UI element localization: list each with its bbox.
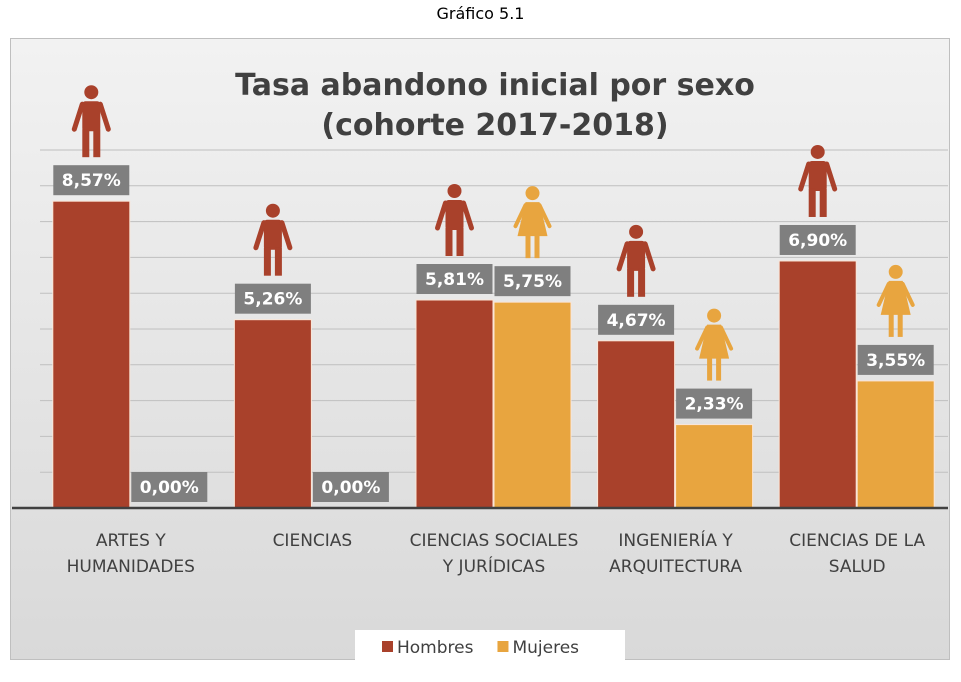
value-label: 5,75%	[503, 272, 562, 292]
bar	[675, 424, 754, 509]
icon-leg	[525, 234, 531, 259]
icon-arm	[435, 200, 448, 231]
man-icon	[253, 203, 293, 276]
bar	[52, 200, 131, 509]
legend-swatch	[382, 641, 393, 652]
icon-arm	[616, 241, 630, 272]
woman-icon	[876, 264, 915, 337]
icon-head	[84, 85, 99, 100]
value-label-box	[494, 266, 571, 297]
icon-leg	[888, 312, 894, 337]
bar	[493, 301, 572, 509]
icon-leg	[263, 247, 271, 276]
value-label-box	[53, 165, 130, 196]
value-label: 5,81%	[425, 270, 484, 290]
icon-head	[629, 224, 644, 239]
value-label-box	[598, 304, 675, 335]
value-label-box	[234, 283, 311, 314]
icon-leg	[638, 268, 646, 297]
value-label: 8,57%	[62, 171, 121, 191]
icon-dress	[699, 324, 730, 359]
icon-head	[525, 186, 540, 201]
icon-body	[82, 101, 101, 132]
man-icon	[435, 184, 474, 257]
icon-arm	[642, 241, 656, 272]
icon-leg	[445, 228, 453, 257]
value-label-box	[416, 264, 493, 295]
man-icon	[798, 144, 838, 217]
icon-leg	[456, 228, 464, 257]
woman-icon	[695, 308, 734, 381]
bar	[597, 340, 676, 509]
x-tick-label: INGENIERÍA Y ARQUITECTURA	[609, 531, 743, 577]
icon-body	[445, 200, 464, 231]
icon-head	[265, 203, 280, 218]
icon-arm	[876, 281, 891, 307]
value-label: 6,90%	[788, 231, 847, 251]
legend-box	[355, 630, 625, 664]
icon-leg	[274, 247, 282, 276]
icon-leg	[897, 312, 903, 337]
icon-arm	[513, 203, 528, 229]
legend-label: Mujeres	[512, 638, 579, 658]
icon-leg	[82, 129, 90, 158]
icon-arm	[798, 161, 812, 192]
icon-leg	[716, 356, 722, 381]
x-tick-label: CIENCIAS	[272, 531, 353, 551]
icon-body	[808, 160, 827, 191]
icon-dress	[517, 202, 548, 237]
icon-dress	[880, 280, 911, 315]
value-label: 5,26%	[243, 290, 302, 310]
icon-arm	[537, 203, 552, 229]
value-label-box	[676, 388, 753, 419]
icon-body	[263, 219, 282, 250]
bar	[856, 380, 935, 509]
icon-arm	[279, 220, 293, 251]
value-label-box	[131, 472, 208, 502]
value-label-box	[779, 224, 856, 255]
icon-arm	[461, 200, 474, 231]
icon-body	[627, 240, 646, 271]
icon-arm	[900, 281, 915, 307]
value-label: 0,00%	[140, 478, 199, 498]
bar	[778, 260, 857, 509]
woman-icon	[513, 186, 552, 259]
value-label: 3,55%	[866, 351, 925, 371]
icon-head	[707, 308, 722, 323]
legend-swatch	[497, 641, 509, 652]
icon-arm	[824, 161, 838, 192]
legend-label: Hombres	[397, 638, 474, 658]
man-icon	[616, 224, 656, 297]
value-label-box	[312, 472, 389, 502]
value-label: 4,67%	[607, 311, 666, 331]
chart-title: Tasa abandono inicial por sexo (cohorte …	[235, 68, 755, 143]
caption: Gráfico 5.1	[436, 4, 525, 23]
value-label-box	[857, 344, 934, 375]
x-tick-label: CIENCIAS SOCIALES Y JURÍDICAS	[409, 531, 579, 577]
x-tick-label: CIENCIAS DE LA SALUD	[789, 531, 926, 577]
value-label: 2,33%	[685, 395, 744, 415]
icon-leg	[819, 188, 827, 217]
icon-arm	[695, 325, 710, 351]
icon-arm	[719, 325, 734, 351]
icon-leg	[93, 129, 101, 158]
icon-leg	[808, 188, 816, 217]
x-tick-label: ARTES Y HUMANIDADES	[66, 531, 195, 577]
icon-arm	[97, 101, 111, 132]
icon-head	[888, 264, 903, 279]
man-icon	[71, 85, 111, 158]
value-label: 0,00%	[321, 478, 380, 498]
icon-arm	[71, 101, 85, 132]
icon-head	[810, 144, 825, 159]
icon-leg	[707, 356, 713, 381]
icon-arm	[253, 220, 267, 251]
icon-leg	[534, 234, 540, 259]
bar	[233, 319, 312, 509]
icon-head	[447, 184, 462, 199]
icon-leg	[627, 268, 635, 297]
bar	[415, 299, 494, 509]
